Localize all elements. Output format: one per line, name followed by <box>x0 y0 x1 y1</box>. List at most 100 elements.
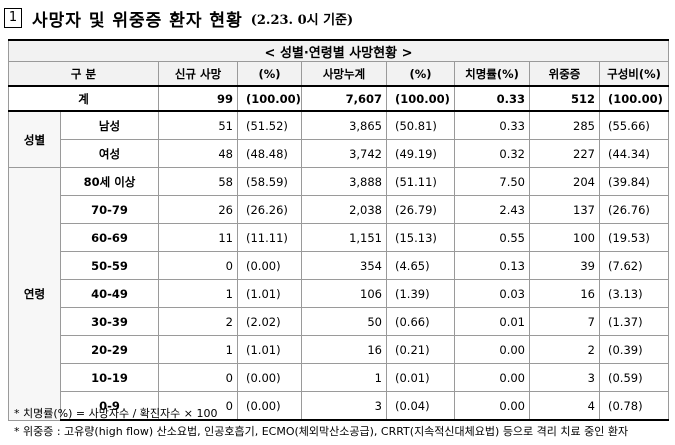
cell-composition: (0.78) <box>598 391 670 421</box>
cell-critical: 16 <box>529 279 600 308</box>
table-row: 50-59 0 (0.00) 354 (4.65) 0.13 39 (7.62) <box>9 251 670 280</box>
cell-new-deaths: 26 <box>158 195 238 224</box>
cell-cum-deaths: 106 <box>301 279 387 308</box>
cell-new-deaths: 0 <box>158 251 238 280</box>
footnotes: * 치명률(%) = 사망자수 / 확진자수 × 100 * 위중증 : 고유량… <box>14 405 628 441</box>
title-text: 사망자 및 위중증 환자 현황 <box>32 10 243 31</box>
total-cum-pct: (100.00) <box>386 85 455 112</box>
row-label: 20-29 <box>60 335 159 364</box>
cell-cum-pct: (26.79) <box>386 195 455 224</box>
row-label: 30-39 <box>60 307 159 336</box>
section-number-box: 1 <box>4 8 22 28</box>
row-label: 10-19 <box>60 363 159 392</box>
cell-new-pct: (2.02) <box>237 307 302 336</box>
cell-cum-deaths: 16 <box>301 335 387 364</box>
cell-cum-pct: (0.21) <box>386 335 455 364</box>
cell-fatality: 0.03 <box>454 279 530 308</box>
total-critical: 512 <box>529 85 600 112</box>
cell-critical: 227 <box>529 139 600 168</box>
cell-fatality: 0.55 <box>454 223 530 252</box>
cell-composition: (44.34) <box>598 139 670 168</box>
table-row: 연령 80세 이상 58 (58.59) 3,888 (51.11) 7.50 204 (39.… <box>8 167 670 421</box>
cell-critical: 39 <box>529 251 600 280</box>
total-new-pct: (100.00) <box>237 85 302 112</box>
cell-new-pct: (0.00) <box>237 363 302 392</box>
total-label: 계 <box>8 85 159 112</box>
cell-composition: (26.76) <box>598 195 670 224</box>
row-label: 여성 <box>60 139 159 168</box>
cell-new-pct: (48.48) <box>237 139 302 168</box>
cell-fatality: 2.43 <box>454 195 530 224</box>
cell-composition: (3.13) <box>598 279 670 308</box>
cell-new-pct: (1.01) <box>237 279 302 308</box>
cell-critical: 4 <box>529 391 600 421</box>
cell-new-deaths: 0 <box>158 391 238 421</box>
cell-cum-pct: (51.11) <box>386 167 455 196</box>
cell-new-pct: (11.11) <box>237 223 302 252</box>
cell-new-deaths: 11 <box>158 223 238 252</box>
cell-fatality: 0.13 <box>454 251 530 280</box>
table-row: 성별 남성 51 (51.52) 3,865 (50.81) 0.33 285 (55.66) <box>8 110 670 168</box>
cell-critical: 285 <box>529 110 600 140</box>
cell-fatality: 0.00 <box>454 335 530 364</box>
page-title: 1 사망자 및 위중증 환자 현황 (2.23. 0시 기준) <box>4 4 353 32</box>
cell-critical: 3 <box>529 363 600 392</box>
cell-fatality: 0.33 <box>454 110 530 140</box>
cell-fatality: 0.32 <box>454 139 530 168</box>
cell-new-pct: (1.01) <box>237 335 302 364</box>
header-category: 구 분 <box>8 61 159 87</box>
header-new-pct: (%) <box>237 61 302 87</box>
row-label: 0-9 <box>60 391 159 421</box>
cell-composition: (0.59) <box>598 363 670 392</box>
cell-fatality: 0.01 <box>454 307 530 336</box>
cell-cum-pct: (0.66) <box>386 307 455 336</box>
cell-cum-deaths: 3 <box>301 391 387 421</box>
cell-critical: 100 <box>529 223 600 252</box>
cell-cum-deaths: 3,742 <box>301 139 387 168</box>
cell-composition: (55.66) <box>598 110 670 140</box>
cell-new-deaths: 48 <box>158 139 238 168</box>
cell-cum-pct: (1.39) <box>386 279 455 308</box>
table-row: 60-69 11 (11.11) 1,151 (15.13) 0.55 100 (19.53) <box>9 223 670 252</box>
cell-fatality: 0.00 <box>454 391 530 421</box>
header-cum-pct: (%) <box>386 61 455 87</box>
cell-cum-deaths: 3,888 <box>301 167 387 196</box>
table-row: 40-49 1 (1.01) 106 (1.39) 0.03 16 (3.13) <box>9 279 670 308</box>
table-caption: < 성별·연령별 사망현황 > <box>7 39 670 62</box>
cell-new-deaths: 2 <box>158 307 238 336</box>
cell-new-pct: (51.52) <box>237 110 302 140</box>
footnote: * 위중증 : 고유량(high flow) 산소요법, 인공호흡기, ECMO… <box>14 425 629 438</box>
cell-critical: 2 <box>529 335 600 364</box>
group-category: 연령 <box>8 167 61 421</box>
table-row: 10-19 0 (0.00) 1 (0.01) 0.00 3 (0.59) <box>9 363 670 392</box>
cell-cum-pct: (4.65) <box>386 251 455 280</box>
cell-new-pct: (26.26) <box>237 195 302 224</box>
cell-cum-deaths: 2,038 <box>301 195 387 224</box>
cell-cum-pct: (50.81) <box>386 110 455 140</box>
cell-new-deaths: 1 <box>158 335 238 364</box>
cell-cum-deaths: 50 <box>301 307 387 336</box>
total-cum-deaths: 7,607 <box>301 85 387 112</box>
cell-new-deaths: 1 <box>158 279 238 308</box>
total-composition: (100.00) <box>598 85 670 112</box>
cell-new-pct: (58.59) <box>237 167 302 196</box>
cell-fatality: 0.00 <box>454 363 530 392</box>
cell-fatality: 7.50 <box>454 167 530 196</box>
cell-new-pct: (0.00) <box>237 251 302 280</box>
cell-composition: (19.53) <box>598 223 670 252</box>
cell-new-deaths: 0 <box>158 363 238 392</box>
cell-critical: 137 <box>529 195 600 224</box>
footnote: * 치명률(%) = 사망자수 / 확진자수 × 100 <box>14 407 218 420</box>
cell-cum-pct: (15.13) <box>386 223 455 252</box>
cell-cum-deaths: 354 <box>301 251 387 280</box>
row-label: 80세 이상 <box>60 167 159 196</box>
cell-composition: (39.84) <box>598 167 670 196</box>
cell-cum-deaths: 1 <box>301 363 387 392</box>
cell-composition: (7.62) <box>598 251 670 280</box>
cell-composition: (0.39) <box>598 335 670 364</box>
row-label: 50-59 <box>60 251 159 280</box>
total-row: 계 99 (100.00) 7,607 (100.00) 0.33 512 (1… <box>8 85 670 112</box>
table-row: 20-29 1 (1.01) 16 (0.21) 0.00 2 (0.39) <box>9 335 670 364</box>
header-critical: 위중증 <box>529 61 600 87</box>
table-row: 70-79 26 (26.26) 2,038 (26.79) 2.43 137 (26.76) <box>9 195 670 224</box>
